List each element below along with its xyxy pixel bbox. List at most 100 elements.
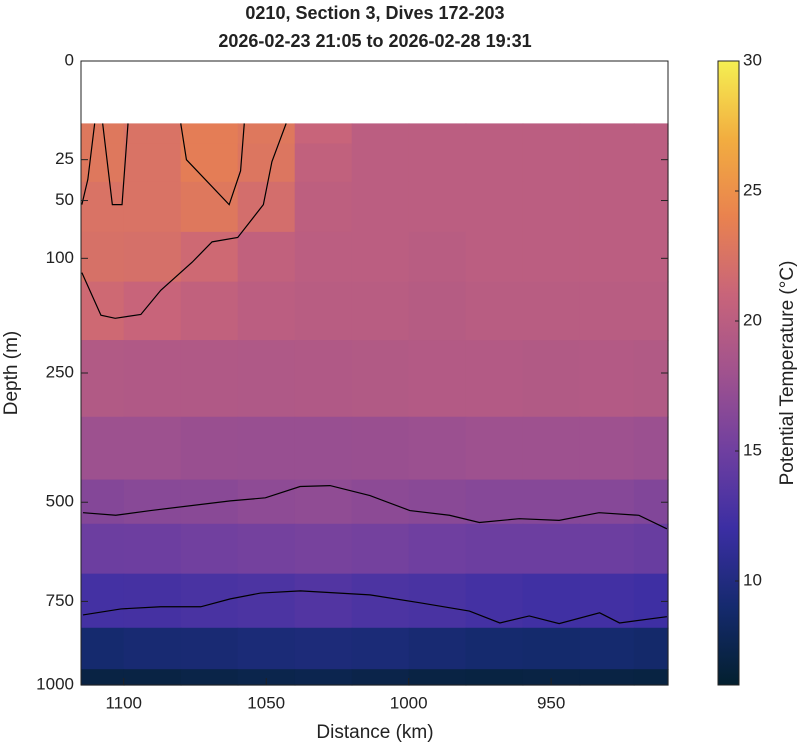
field-cell	[351, 123, 410, 145]
field-cell	[237, 416, 296, 481]
field-cell	[180, 281, 239, 341]
field-cell	[81, 281, 125, 341]
field-cell	[465, 340, 524, 418]
field-cell	[579, 573, 635, 629]
field-cell	[81, 123, 125, 145]
field-cell	[81, 523, 125, 575]
field-cell	[579, 181, 635, 233]
field-cell	[123, 416, 182, 481]
field-cell	[81, 416, 125, 481]
contour-line	[82, 590, 667, 625]
field-cell	[579, 416, 635, 481]
field-cell	[81, 479, 125, 525]
field-cell	[237, 143, 296, 183]
field-cell	[123, 523, 182, 575]
y-tick-label: 0	[65, 50, 74, 69]
field-cell	[408, 231, 467, 283]
field-cell	[351, 231, 410, 283]
field-cell	[579, 123, 635, 145]
contour-line	[180, 123, 245, 206]
field-cell	[579, 479, 635, 525]
y-tick-label: 750	[46, 591, 74, 610]
field-cell	[294, 181, 353, 233]
field-cell	[237, 340, 296, 418]
field-cell	[579, 143, 635, 183]
x-tick-label: 950	[537, 693, 565, 712]
colorbar-tick-label: 10	[743, 570, 762, 589]
field-cell	[408, 416, 467, 481]
field-cell	[351, 340, 410, 418]
field-cell	[351, 573, 410, 629]
field-cell	[579, 523, 635, 575]
x-tick-label: 1100	[105, 693, 142, 712]
field-cell	[408, 181, 467, 233]
field-cell	[408, 340, 467, 418]
field-cell	[351, 523, 410, 575]
field-cell	[408, 669, 467, 686]
field-cell	[408, 573, 467, 629]
field-cell	[522, 523, 581, 575]
field-cell	[465, 573, 524, 629]
field-cell	[123, 181, 182, 233]
field-cell	[237, 523, 296, 575]
field-cell	[522, 416, 581, 481]
field-cell	[123, 573, 182, 629]
field-cell	[294, 416, 353, 481]
field-cell	[633, 181, 669, 233]
field-cell	[123, 340, 182, 418]
field-cell	[123, 479, 182, 525]
colorbar-tick-label: 30	[743, 50, 762, 69]
field-cell	[123, 281, 182, 341]
field-cell	[180, 340, 239, 418]
field-cell	[579, 627, 635, 670]
field-cell	[294, 340, 353, 418]
field-cell	[180, 523, 239, 575]
field-cell	[465, 523, 524, 575]
field-cell	[294, 479, 353, 525]
field-cell	[633, 340, 669, 418]
field-cell	[237, 479, 296, 525]
y-tick-label: 50	[55, 190, 74, 209]
field-cell	[294, 123, 353, 145]
field-cell	[294, 281, 353, 341]
y-tick-label: 500	[46, 492, 74, 511]
field-cell	[180, 669, 239, 686]
contour-line	[102, 123, 129, 206]
field-cell	[522, 340, 581, 418]
field-cell	[123, 143, 182, 183]
field-cell	[408, 123, 467, 145]
field-cell	[294, 143, 353, 183]
field-cell	[81, 231, 125, 283]
field-cell	[180, 479, 239, 525]
field-cell	[294, 573, 353, 629]
field-cell	[522, 479, 581, 525]
field-cell	[408, 281, 467, 341]
field-cell	[294, 523, 353, 575]
field-cell	[522, 123, 581, 145]
field-cell	[294, 627, 353, 670]
field-cell	[180, 573, 239, 629]
field-cell	[237, 573, 296, 629]
field-cell	[465, 416, 524, 481]
field-cell	[633, 231, 669, 283]
field-cell	[465, 479, 524, 525]
field-cell	[633, 143, 669, 183]
field-cell	[294, 669, 353, 686]
field-cell	[351, 281, 410, 341]
field-cell	[81, 573, 125, 629]
field-cell	[522, 627, 581, 670]
field-cell	[522, 281, 581, 341]
field-cell	[351, 416, 410, 481]
colorbar-tick-label: 25	[743, 180, 762, 199]
field-cell	[237, 669, 296, 686]
field-cell	[81, 143, 125, 183]
colorbar-label: Potential Temperature (°C)	[777, 261, 798, 486]
field-cell	[351, 627, 410, 670]
field-cell	[579, 669, 635, 686]
contour-line	[81, 123, 96, 205]
field-cell	[633, 416, 669, 481]
x-tick-label: 1000	[390, 693, 428, 712]
field-cell	[81, 340, 125, 418]
field-cell	[351, 143, 410, 183]
